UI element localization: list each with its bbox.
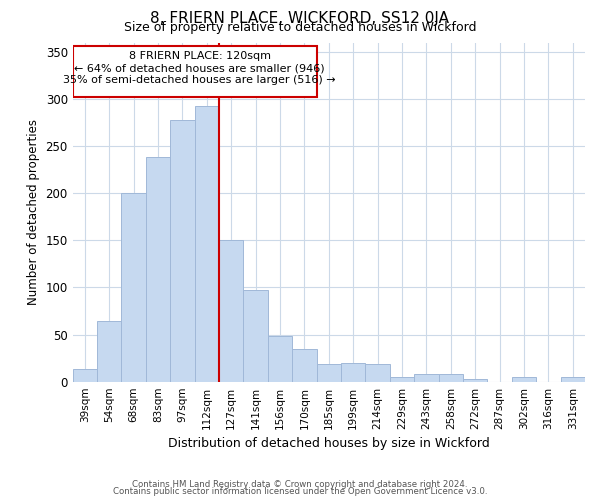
Bar: [292, 348, 317, 382]
Bar: [73, 370, 97, 382]
Bar: [244, 290, 268, 382]
Text: 8 FRIERN PLACE: 120sqm: 8 FRIERN PLACE: 120sqm: [128, 51, 271, 61]
Bar: [414, 374, 439, 382]
Text: Contains HM Land Registry data © Crown copyright and database right 2024.: Contains HM Land Registry data © Crown c…: [132, 480, 468, 489]
Bar: [390, 377, 414, 382]
Bar: [317, 364, 341, 382]
Text: Size of property relative to detached houses in Wickford: Size of property relative to detached ho…: [124, 22, 476, 35]
Bar: [341, 363, 365, 382]
Bar: [463, 379, 487, 382]
Bar: [560, 377, 585, 382]
Text: 35% of semi-detached houses are larger (516) →: 35% of semi-detached houses are larger (…: [63, 74, 336, 85]
Bar: [512, 377, 536, 382]
FancyBboxPatch shape: [73, 46, 317, 97]
Bar: [268, 336, 292, 382]
Text: Contains public sector information licensed under the Open Government Licence v3: Contains public sector information licen…: [113, 487, 487, 496]
Bar: [146, 158, 170, 382]
Bar: [439, 374, 463, 382]
Bar: [97, 322, 121, 382]
Bar: [121, 193, 146, 382]
Text: 8, FRIERN PLACE, WICKFORD, SS12 0JA: 8, FRIERN PLACE, WICKFORD, SS12 0JA: [151, 11, 449, 26]
Bar: [365, 364, 390, 382]
Bar: [219, 240, 244, 382]
X-axis label: Distribution of detached houses by size in Wickford: Distribution of detached houses by size …: [168, 437, 490, 450]
Y-axis label: Number of detached properties: Number of detached properties: [27, 119, 40, 305]
Text: ← 64% of detached houses are smaller (946): ← 64% of detached houses are smaller (94…: [74, 63, 325, 73]
Bar: [170, 120, 194, 382]
Bar: [194, 106, 219, 382]
